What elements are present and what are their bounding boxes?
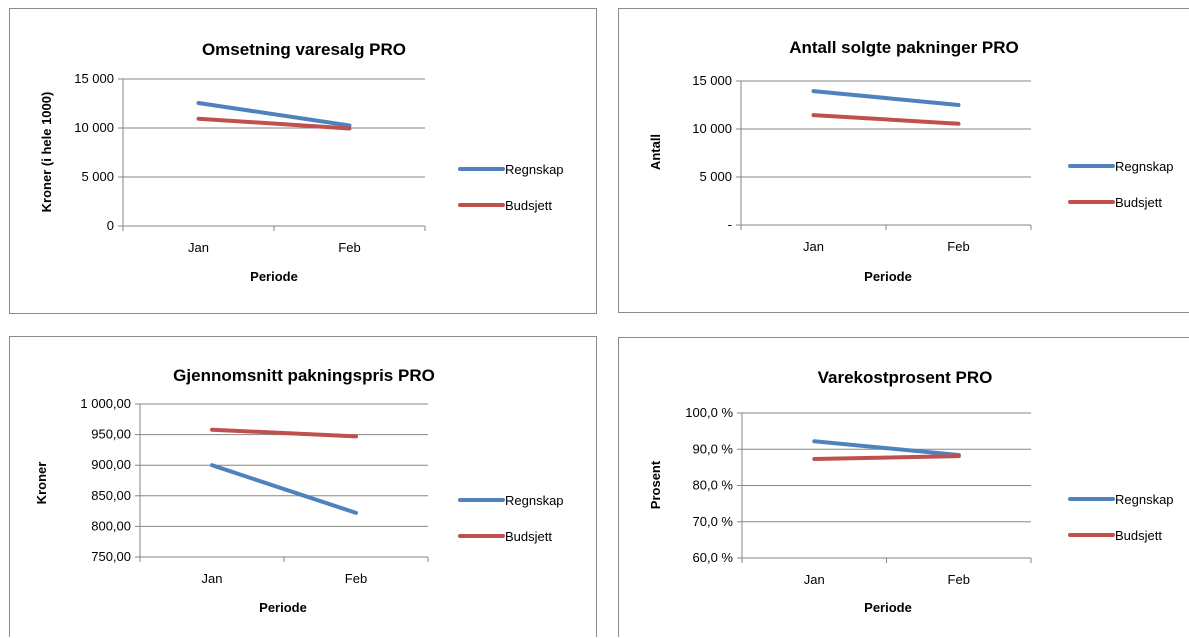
y-tick-label: 10 000 (74, 120, 114, 135)
series-line (210, 427, 358, 439)
y-tick-label: 800,00 (91, 518, 131, 533)
x-tick-label: Jan (804, 572, 825, 587)
y-tick-label: 5 000 (699, 169, 732, 184)
chart-title: Antall solgte pakninger PRO (789, 38, 1019, 57)
chart-title: Gjennomsnitt pakningspris PRO (173, 366, 435, 385)
legend-label: Budsjett (505, 529, 552, 544)
y-tick-label: 1 000,00 (80, 396, 131, 411)
chart-title: Omsetning varesalg PRO (202, 40, 406, 59)
legend-label: Regnskap (505, 493, 564, 508)
x-axis-label: Periode (864, 600, 912, 615)
series-line (811, 89, 961, 107)
chart-varekostprosent: Varekostprosent PRO Periode Prosent 60,0… (618, 337, 1189, 637)
series-line (196, 116, 352, 131)
y-tick-label: 100,0 % (685, 405, 733, 420)
legend-label: Budsjett (1115, 195, 1162, 210)
series-line (812, 454, 961, 461)
x-tick-label: Feb (947, 239, 969, 254)
y-axis-label: Prosent (648, 460, 663, 509)
y-axis-label: Antall (648, 134, 663, 170)
chart-svg: Omsetning varesalg PRO Periode Kroner (i… (39, 40, 564, 284)
y-tick-label: 750,00 (91, 549, 131, 564)
x-axis-label: Periode (259, 600, 307, 615)
legend-label: Budsjett (505, 198, 552, 213)
y-axis-label: Kroner (i hele 1000) (39, 92, 54, 213)
y-tick-label: - (728, 217, 732, 232)
y-tick-label: 5 000 (81, 169, 114, 184)
x-axis-label: Periode (250, 269, 298, 284)
y-tick-label: 60,0 % (693, 550, 734, 565)
y-tick-label: 850,00 (91, 488, 131, 503)
chart-gjennomsnitt-pakningspris: Gjennomsnitt pakningspris PRO Periode Kr… (9, 336, 597, 637)
legend-label: Regnskap (1115, 492, 1174, 507)
x-tick-label: Feb (345, 571, 367, 586)
x-tick-label: Jan (803, 239, 824, 254)
legend-label: Regnskap (1115, 159, 1174, 174)
x-tick-label: Feb (948, 572, 970, 587)
y-tick-label: 950,00 (91, 427, 131, 442)
legend-label: Budsjett (1115, 528, 1162, 543)
y-tick-label: 0 (107, 218, 114, 233)
legend-label: Regnskap (505, 162, 564, 177)
chart-svg: Gjennomsnitt pakningspris PRO Periode Kr… (34, 366, 564, 615)
series-line (811, 113, 961, 126)
y-tick-label: 900,00 (91, 457, 131, 472)
x-tick-label: Jan (202, 571, 223, 586)
x-tick-label: Feb (338, 240, 360, 255)
chart-omsetning-varesalg: Omsetning varesalg PRO Periode Kroner (i… (9, 8, 597, 314)
series-line (812, 439, 961, 457)
y-tick-label: 80,0 % (693, 478, 734, 493)
x-axis-label: Periode (864, 269, 912, 284)
y-tick-label: 90,0 % (693, 441, 734, 456)
y-tick-label: 70,0 % (693, 514, 734, 529)
y-tick-label: 15 000 (692, 73, 732, 88)
y-axis-label: Kroner (34, 462, 49, 505)
chart-svg: Antall solgte pakninger PRO Periode Anta… (648, 38, 1174, 284)
x-tick-label: Jan (188, 240, 209, 255)
series-line (196, 101, 352, 128)
chart-antall-solgte-pakninger: Antall solgte pakninger PRO Periode Anta… (618, 8, 1189, 313)
y-tick-label: 15 000 (74, 71, 114, 86)
y-tick-label: 10 000 (692, 121, 732, 136)
chart-svg: Varekostprosent PRO Periode Prosent 60,0… (648, 368, 1174, 615)
series-line (210, 463, 358, 515)
chart-title: Varekostprosent PRO (818, 368, 993, 387)
